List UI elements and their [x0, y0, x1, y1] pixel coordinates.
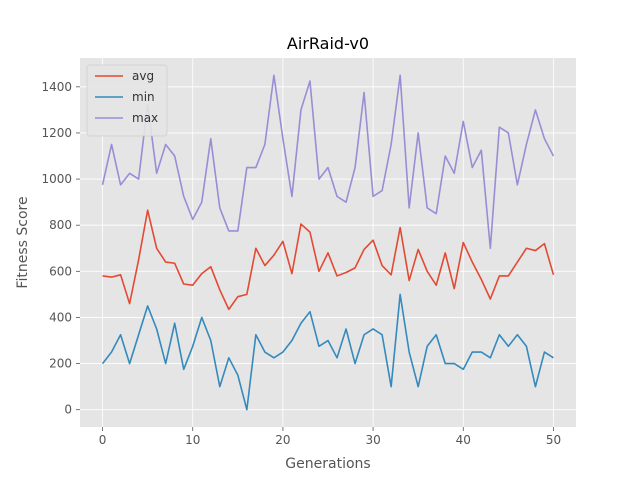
legend-label-avg: avg [132, 69, 154, 83]
y-tick-label: 1000 [41, 172, 72, 186]
y-tick-label: 1200 [41, 126, 72, 140]
series-lines [101, 74, 555, 411]
y-tick-label: 0 [64, 403, 72, 417]
chart-title: AirRaid-v0 [287, 34, 369, 53]
y-tick-label: 200 [49, 357, 72, 371]
legend: avg min max [86, 64, 168, 137]
x-tick-label: 30 [365, 433, 380, 447]
series-line-min [101, 293, 554, 411]
x-tick-label: 40 [456, 433, 471, 447]
x-tick-label: 10 [185, 433, 200, 447]
series-line-avg [102, 209, 555, 311]
y-tick-label: 1400 [41, 80, 72, 94]
x-tick-label: 20 [275, 433, 290, 447]
legend-label-min: min [132, 90, 155, 104]
y-axis-label: Fitness Score [15, 196, 31, 288]
series-line-max [101, 74, 555, 250]
tick-marks [76, 86, 554, 431]
x-axis-label: Generations [285, 456, 370, 472]
x-tick-label: 50 [546, 433, 561, 447]
y-tick-label: 600 [49, 264, 72, 278]
x-tick-label: 0 [99, 433, 107, 447]
y-tick-label: 400 [49, 310, 72, 324]
y-tick-label: 800 [49, 218, 72, 232]
tick-labels: 0 10 20 30 40 50 0 200 400 600 800 1000 1200 1400 [41, 80, 561, 447]
legend-label-max: max [132, 111, 158, 125]
